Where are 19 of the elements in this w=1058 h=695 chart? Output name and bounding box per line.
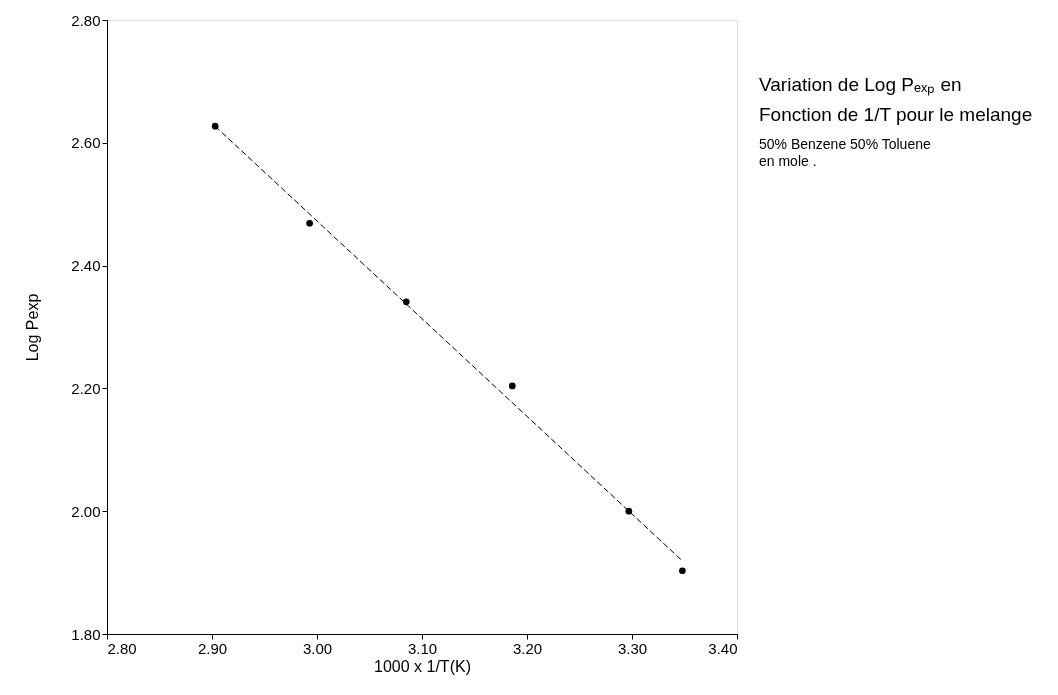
y-axis-title: Log Pexp	[24, 293, 42, 362]
y-tick-label: 2.20	[71, 379, 101, 397]
y-tick-label: 1.80	[71, 625, 101, 643]
text: 50% Benzene 50% Toluene	[759, 136, 931, 152]
x-tick-label: 3.00	[302, 639, 333, 657]
text: Variation de Log Pₑₓₚ en	[759, 74, 962, 96]
text: Fonction de 1/T pour le melange	[759, 104, 1033, 125]
y-tick-label: 2.40	[71, 257, 101, 275]
text: en mole .	[759, 153, 817, 169]
x-axis-title: 1000 x 1/T(K)	[374, 657, 471, 675]
x-tick-label: 3.30	[617, 639, 648, 657]
x-tick-label: 2.80	[107, 639, 137, 657]
y-tick-label: 2.80	[71, 11, 101, 29]
y-tick-label: 2.00	[71, 502, 101, 520]
y-tick-label: 2.60	[71, 134, 101, 152]
x-tick-label: 3.40	[708, 639, 738, 657]
x-tick-label: 3.10	[407, 639, 438, 657]
x-tick-label: 2.90	[197, 639, 228, 657]
x-tick-label: 3.20	[512, 639, 543, 657]
